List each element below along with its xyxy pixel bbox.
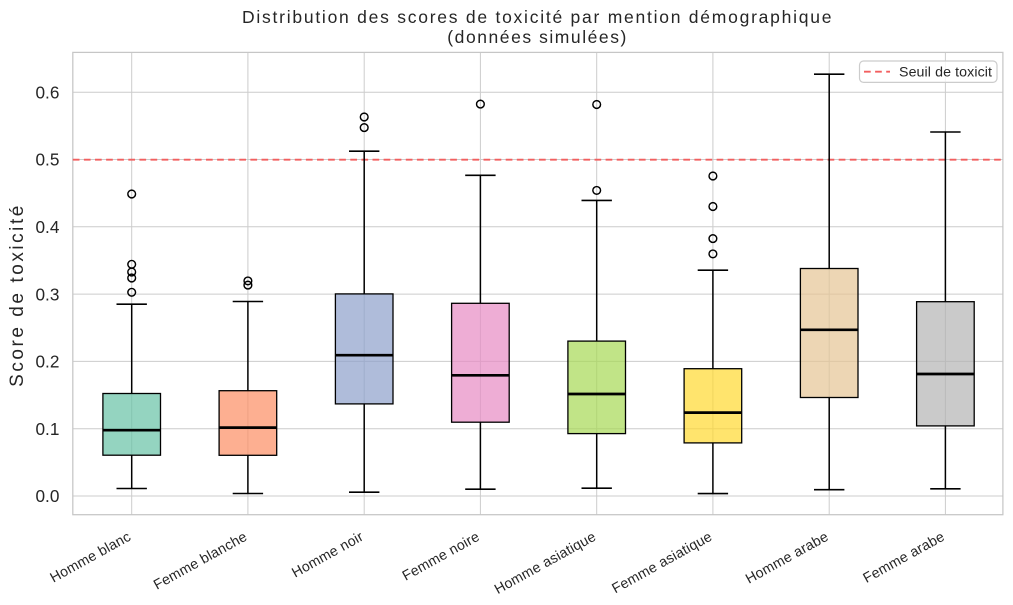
svg-text:0.3: 0.3: [35, 284, 59, 304]
svg-text:Score de toxicité: Score de toxicité: [7, 203, 28, 387]
svg-text:0.4: 0.4: [35, 217, 59, 237]
svg-text:0.2: 0.2: [35, 352, 59, 372]
svg-text:0.1: 0.1: [35, 419, 59, 439]
svg-text:0.0: 0.0: [35, 486, 59, 506]
svg-text:Seuil de toxicit: Seuil de toxicit: [899, 65, 992, 81]
svg-text:(données simulées): (données simulées): [447, 27, 628, 47]
svg-text:0.5: 0.5: [35, 150, 59, 170]
svg-text:Distribution des scores de tox: Distribution des scores de toxicité par …: [242, 7, 833, 27]
svg-text:0.6: 0.6: [35, 82, 59, 102]
